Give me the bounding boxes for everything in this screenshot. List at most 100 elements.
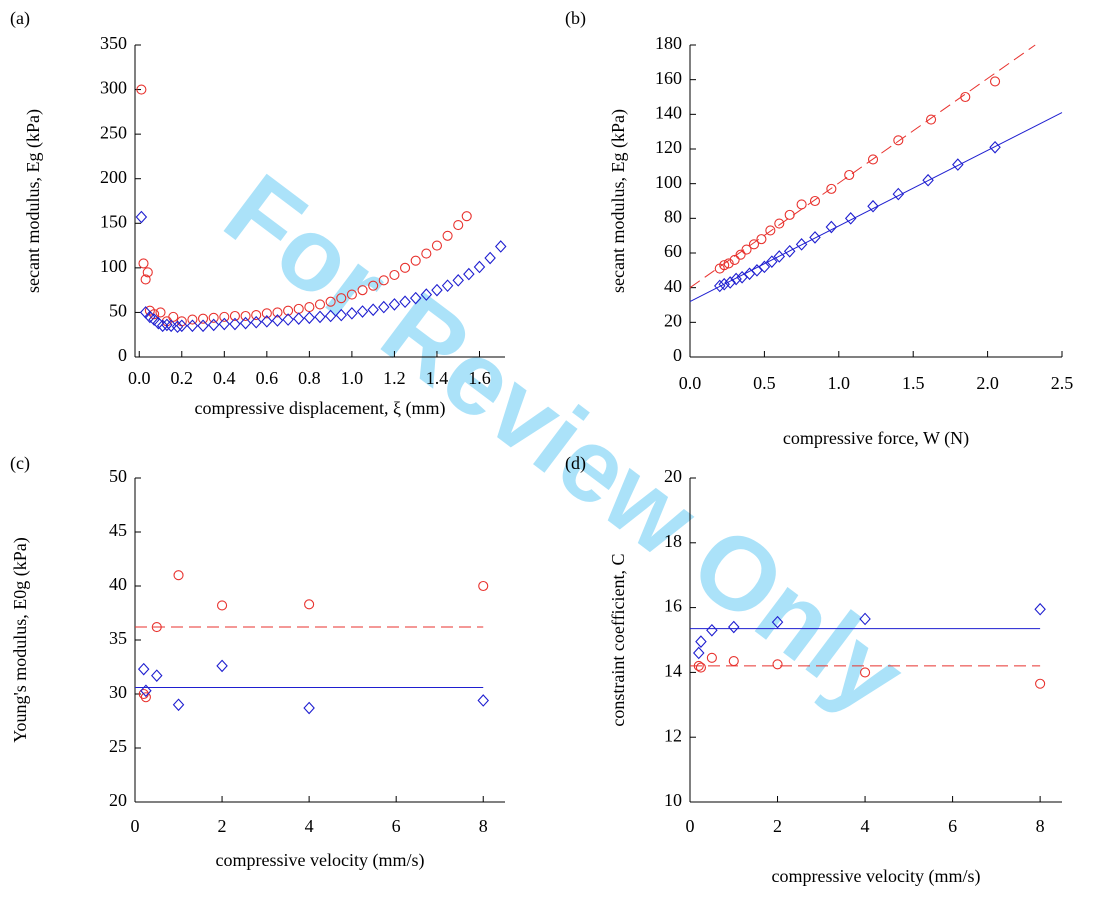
point xyxy=(219,311,230,322)
y-tick-label: 14 xyxy=(664,661,682,681)
point xyxy=(186,319,199,333)
x-tick-label: 8 xyxy=(479,816,488,836)
point xyxy=(773,250,786,263)
point xyxy=(399,295,411,309)
y-tick-label: 120 xyxy=(655,137,682,157)
point xyxy=(765,225,776,236)
point xyxy=(796,199,807,210)
point xyxy=(431,283,443,297)
y-tick-label: 0 xyxy=(118,345,127,365)
y-tick-label: 20 xyxy=(109,790,127,810)
point xyxy=(229,310,240,322)
point xyxy=(168,311,179,322)
x-tick-label: 6 xyxy=(392,816,401,836)
point xyxy=(860,667,871,678)
point xyxy=(346,289,357,300)
point xyxy=(421,248,432,259)
point xyxy=(867,199,879,213)
x-tick-label: 0.8 xyxy=(298,368,321,388)
point xyxy=(826,183,837,194)
y-tick-label: 25 xyxy=(109,736,127,756)
point xyxy=(142,267,153,278)
point xyxy=(477,694,489,707)
point xyxy=(431,240,443,251)
point xyxy=(251,310,262,321)
y-axis-label: constraint coefficient, C xyxy=(608,553,628,726)
point xyxy=(367,303,379,317)
point xyxy=(495,240,507,253)
point xyxy=(292,312,305,325)
point xyxy=(714,279,726,293)
point xyxy=(325,296,336,307)
y-tick-label: 50 xyxy=(109,301,127,321)
point xyxy=(400,262,411,273)
point xyxy=(368,280,379,291)
point xyxy=(825,220,838,234)
point xyxy=(735,249,746,260)
point xyxy=(173,570,184,581)
point xyxy=(271,314,284,327)
point xyxy=(484,251,496,265)
y-tick-label: 100 xyxy=(655,172,682,192)
point xyxy=(478,580,489,592)
point xyxy=(218,317,231,331)
point xyxy=(335,308,348,322)
y-tick-label: 45 xyxy=(109,520,127,540)
point xyxy=(989,140,1001,154)
x-tick-label: 0.6 xyxy=(256,368,279,388)
x-tick-label: 1.6 xyxy=(468,368,491,388)
point xyxy=(989,76,1001,87)
point xyxy=(171,320,184,334)
point xyxy=(926,114,937,125)
x-tick-label: 1.5 xyxy=(902,373,925,393)
y-tick-label: 140 xyxy=(655,102,682,122)
point xyxy=(730,272,742,286)
point xyxy=(314,310,326,324)
y-tick-label: 40 xyxy=(109,574,127,594)
point xyxy=(893,135,904,146)
x-tick-label: 4 xyxy=(305,816,314,836)
point xyxy=(844,212,857,225)
x-axis-label: compressive force, W (N) xyxy=(783,428,969,449)
y-tick-label: 350 xyxy=(100,33,127,53)
point xyxy=(176,319,188,333)
x-tick-label: 6 xyxy=(948,816,957,836)
panel-label: (a) xyxy=(10,8,30,29)
y-tick-label: 100 xyxy=(100,256,127,276)
x-tick-label: 0.2 xyxy=(171,368,194,388)
point xyxy=(155,307,166,318)
point xyxy=(261,315,273,328)
x-tick-label: 2.0 xyxy=(976,373,999,393)
y-tick-label: 20 xyxy=(664,310,682,330)
x-axis-label: compressive displacement, ξ (mm) xyxy=(195,398,446,419)
point xyxy=(161,318,173,332)
y-tick-label: 60 xyxy=(664,241,682,261)
point xyxy=(844,169,855,181)
point xyxy=(272,307,283,318)
point xyxy=(695,635,707,648)
point xyxy=(748,239,760,250)
point xyxy=(346,307,358,320)
point xyxy=(867,154,879,165)
point xyxy=(151,669,163,682)
x-tick-label: 2 xyxy=(218,816,227,836)
y-tick-label: 35 xyxy=(109,628,127,648)
y-tick-label: 0 xyxy=(673,345,682,365)
point xyxy=(314,299,326,310)
y-tick-label: 18 xyxy=(664,531,682,551)
point xyxy=(952,158,964,171)
x-tick-label: 8 xyxy=(1036,816,1045,836)
point xyxy=(136,84,147,95)
y-tick-label: 160 xyxy=(655,68,682,88)
point xyxy=(378,275,389,286)
point xyxy=(197,319,209,333)
x-tick-label: 0 xyxy=(686,816,695,836)
point xyxy=(859,612,871,626)
x-tick-label: 1.0 xyxy=(341,368,364,388)
point xyxy=(772,659,783,670)
fit-line xyxy=(689,44,1036,289)
point xyxy=(378,300,390,314)
point xyxy=(809,195,821,207)
